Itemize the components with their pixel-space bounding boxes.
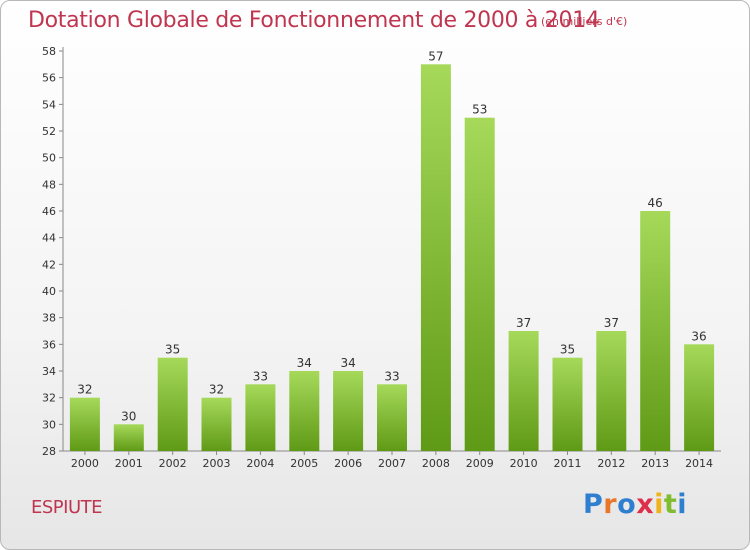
- x-tick-label: 2009: [466, 457, 494, 470]
- bar-2008: [420, 64, 451, 452]
- bar-2001: [113, 424, 144, 451]
- y-tick-label: 28: [42, 445, 56, 458]
- value-label-2014: 36: [691, 329, 706, 343]
- x-tick-label: 2010: [510, 457, 538, 470]
- bar-2002: [157, 357, 188, 451]
- bar-2006: [333, 371, 364, 451]
- y-tick-label: 38: [42, 312, 56, 325]
- x-tick-label: 2011: [553, 457, 581, 470]
- y-tick-label: 52: [42, 125, 56, 138]
- x-tick-label: 2003: [203, 457, 231, 470]
- y-tick-label: 56: [42, 72, 56, 85]
- logo-letter: x: [636, 489, 655, 520]
- y-tick-label: 50: [42, 152, 56, 165]
- x-tick-label: 2007: [378, 457, 406, 470]
- value-label-2007: 33: [384, 369, 399, 383]
- bar-2009: [464, 117, 495, 451]
- value-label-2010: 37: [516, 316, 531, 330]
- bar-2005: [289, 371, 320, 451]
- value-label-2006: 34: [340, 356, 355, 370]
- y-tick-label: 36: [42, 338, 56, 351]
- bar-2013: [640, 211, 671, 451]
- chart-bars: [69, 64, 715, 452]
- value-label-2011: 35: [560, 343, 575, 357]
- x-tick-label: 2006: [334, 457, 362, 470]
- logo-letter: i: [654, 489, 664, 520]
- bar-2007: [377, 384, 407, 451]
- y-tick-label: 44: [42, 232, 56, 245]
- x-tick-label: 2014: [685, 457, 713, 470]
- x-tick-label: 2012: [597, 457, 625, 470]
- x-tick-label: 2008: [422, 457, 450, 470]
- value-label-2009: 53: [472, 103, 487, 117]
- x-tick-label: 2005: [290, 457, 318, 470]
- logo-letter: t: [663, 489, 678, 520]
- chart-title: Dotation Globale de Fonctionnement de 20…: [28, 8, 600, 33]
- y-tick-label: 42: [42, 258, 56, 271]
- x-tick-label: 2001: [115, 457, 143, 470]
- bar-2004: [245, 384, 276, 451]
- value-label-2004: 33: [253, 369, 268, 383]
- bar-2010: [508, 331, 539, 451]
- commune-name: ESPIUTE: [31, 497, 103, 518]
- value-label-2000: 32: [77, 383, 92, 397]
- value-label-2002: 35: [165, 343, 180, 357]
- y-tick-label: 34: [42, 365, 56, 378]
- x-tick-label: 2013: [641, 457, 669, 470]
- bar-2014: [684, 344, 715, 451]
- x-tick-label: 2004: [246, 457, 274, 470]
- y-tick-label: 58: [42, 45, 56, 58]
- y-tick-label: 54: [42, 98, 56, 111]
- y-tick-label: 40: [42, 285, 56, 298]
- logo-letter: r: [603, 489, 618, 520]
- x-tick-label: 2000: [71, 457, 99, 470]
- chart-axes: 28 30 32 34 36 38 40 42 44 46 48 50 52 54 56 58: [42, 45, 721, 458]
- x-tick-label: 2002: [159, 457, 187, 470]
- bar-2012: [596, 331, 627, 451]
- bar-2003: [201, 397, 232, 451]
- y-tick-label: 30: [42, 418, 56, 431]
- logo-letter: o: [617, 489, 637, 520]
- logo-letter: P: [583, 489, 604, 520]
- bar-2011: [552, 357, 583, 451]
- value-label-2005: 34: [297, 356, 312, 370]
- chart-unit: (en milliers d'€): [541, 15, 628, 28]
- bar-2000: [69, 397, 100, 451]
- value-label-2012: 37: [604, 316, 619, 330]
- chart-labels: 2000 32 2001 30 2002 35 2003 32 2004 33 2005 34 2006…: [71, 49, 713, 470]
- proxiti-logo: Proxiti: [583, 489, 687, 520]
- value-label-2013: 46: [648, 196, 663, 210]
- y-tick-label: 46: [42, 205, 56, 218]
- y-tick-label: 32: [42, 392, 56, 405]
- value-label-2001: 30: [121, 409, 136, 423]
- logo-letter: i: [677, 489, 688, 520]
- y-tick-label: 48: [42, 178, 56, 191]
- value-label-2008: 57: [428, 49, 443, 63]
- value-label-2003: 32: [209, 383, 224, 397]
